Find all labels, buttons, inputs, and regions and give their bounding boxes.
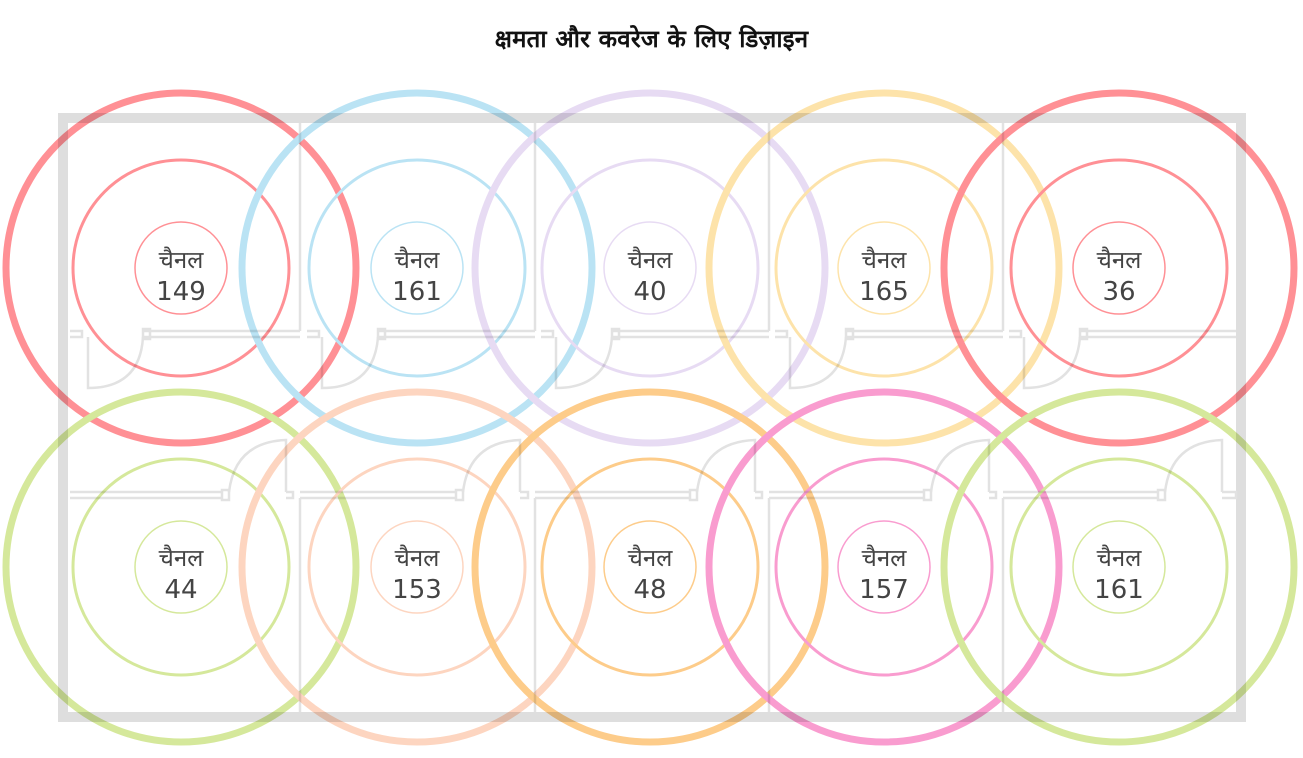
ap-153-coverage [238, 388, 596, 746]
channel-number: 44 [164, 575, 198, 605]
channel-word: चैनल [1096, 544, 1142, 572]
ap-48-coverage [471, 388, 829, 746]
diagram-title: क्षमता और कवरेज के लिए डिज़ाइन [494, 25, 809, 53]
channel-number: 149 [156, 277, 206, 307]
channel-number: 161 [392, 277, 442, 307]
ap-label-153: चैनल 153 [367, 542, 467, 606]
outer-wall [58, 113, 1246, 722]
channel-number: 157 [859, 575, 909, 605]
ap-label-48: चैनल 48 [600, 542, 700, 606]
channel-word: चैनल [627, 246, 673, 274]
ap-label-40: चैनल 40 [600, 244, 700, 308]
channel-word: चैनल [1096, 246, 1142, 274]
ap-label-36: चैनल 36 [1069, 244, 1169, 308]
ap-label-44: चैनल 44 [131, 542, 231, 606]
ap-label-157: चैनल 157 [834, 542, 934, 606]
ap-40-coverage [471, 89, 829, 447]
channel-number: 40 [633, 277, 667, 307]
channel-number: 36 [1102, 277, 1136, 307]
channel-word: चैनल [861, 544, 907, 572]
ap-149-coverage [2, 89, 360, 447]
channel-number: 161 [1094, 575, 1144, 605]
ap-161-coverage [238, 89, 596, 447]
channel-word: चैनल [158, 544, 204, 572]
ap-165-coverage [705, 89, 1063, 447]
channel-number: 48 [633, 575, 667, 605]
ap-44-coverage [2, 388, 360, 746]
channel-number: 165 [859, 277, 909, 307]
floorplan-walls [58, 113, 1246, 722]
ap-161b-coverage [940, 388, 1298, 746]
ap-label-149: चैनल 149 [131, 244, 231, 308]
coverage-circles [2, 89, 1298, 746]
channel-word: चैनल [861, 246, 907, 274]
ap-label-161b: चैनल 161 [1069, 542, 1169, 606]
ap-label-161: चैनल 161 [367, 244, 467, 308]
channel-word: चैनल [627, 544, 673, 572]
room-walls [70, 123, 1238, 712]
ap-157-coverage [705, 388, 1063, 746]
channel-word: चैनल [394, 246, 440, 274]
channel-word: चैनल [158, 246, 204, 274]
ap-label-165: चैनल 165 [834, 244, 934, 308]
channel-number: 153 [392, 575, 442, 605]
channel-word: चैनल [394, 544, 440, 572]
ap-36-coverage [940, 89, 1298, 447]
